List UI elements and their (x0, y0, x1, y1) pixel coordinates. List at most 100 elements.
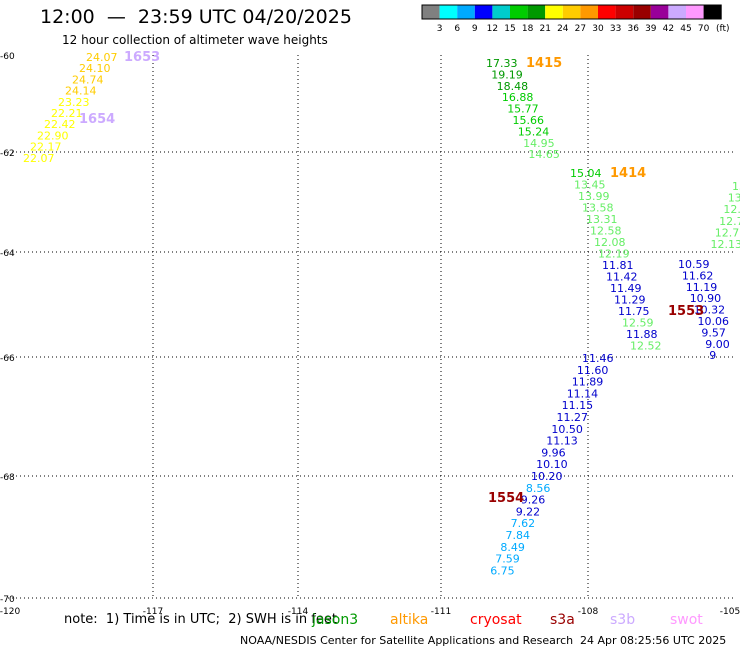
legend-tick-label: 70 (698, 24, 710, 34)
longitude-tick-label: -111 (431, 607, 451, 617)
wave-height-reading: 11.75 (618, 305, 650, 318)
wave-height-reading: 11.15 (562, 399, 594, 412)
legend-swatch (615, 5, 634, 19)
wave-height-reading: 9.57 (701, 326, 726, 339)
wave-height-reading: 10.90 (690, 292, 722, 305)
map-subtitle: 12 hour collection of altimeter wave hei… (62, 33, 328, 47)
pass-time-label: 1554 (488, 491, 524, 506)
pass-time-label: 1653 (124, 50, 160, 65)
legend-tick-label: 9 (472, 24, 478, 34)
wave-height-reading: 10.32 (694, 304, 726, 317)
wave-height-reading: 7.84 (506, 529, 531, 542)
wave-height-reading: 11.13 (546, 435, 578, 448)
wave-height-reading: 24.10 (79, 62, 111, 75)
wave-height-reading: 11.62 (682, 269, 714, 282)
wave-height-reading: 12.19 (598, 248, 630, 261)
legend-swatch (492, 5, 510, 19)
wave-height-reading: 12.58 (590, 225, 622, 238)
wave-height-reading: 8.49 (500, 541, 525, 554)
legend-tick-label: 18 (522, 24, 534, 34)
wave-height-reading: 9.00 (705, 338, 730, 351)
wave-height-reading: 22.07 (23, 152, 55, 165)
wave-height-reading: 11.81 (602, 259, 634, 272)
wave-height-reading: 14.95 (523, 137, 555, 150)
legend-tick-label: 3 (437, 24, 443, 34)
legend-frame (421, 4, 722, 20)
wave-height-reading: 22.21 (51, 107, 83, 120)
latitude-tick-label: -62 (0, 149, 15, 159)
wave-height-reading: 12.49 (723, 203, 740, 216)
legend-swatch (686, 5, 704, 19)
wave-height-reading: 23.23 (58, 96, 90, 109)
longitude-tick-label: -108 (578, 607, 599, 617)
wave-height-reading: 13 (732, 180, 740, 193)
longitude-tick-label: -105 (720, 607, 740, 617)
wave-height-reading: 15.24 (518, 125, 550, 138)
legend-tick-label: 15 (504, 24, 515, 34)
wave-height-reading: 11.19 (686, 281, 718, 294)
legend-swatch (580, 5, 598, 19)
wave-height-reading: 18.48 (497, 80, 528, 93)
credit-line: NOAA/NESDIS Center for Satellite Applica… (240, 634, 574, 647)
legend-swatch (562, 5, 581, 19)
legend-swatch (527, 5, 546, 19)
wave-height-reading: 24.14 (65, 85, 97, 98)
wave-height-reading: 11.27 (557, 411, 589, 424)
legend-swatch (545, 5, 563, 19)
wave-height-reading: 12.52 (630, 340, 662, 353)
legend-tick-label: 6 (454, 24, 460, 34)
wave-height-reading: 12.13 (711, 238, 740, 251)
wave-height-reading: 14.65 (528, 148, 560, 161)
wave-height-reading: 10.50 (551, 423, 583, 436)
legend-swatch (650, 5, 669, 19)
longitude-tick-label: -117 (143, 607, 163, 617)
satellite-legend-cryosat: cryosat (470, 612, 522, 628)
wave-height-reading: 16.88 (502, 91, 534, 104)
wave-height-reading: 10.59 (678, 258, 710, 271)
pass-time-label: 1414 (610, 166, 646, 181)
wave-height-reading: 10.10 (536, 458, 568, 471)
wave-height-reading: 22.90 (37, 129, 69, 142)
wave-height-reading: 19.19 (491, 68, 523, 81)
wave-height-reading: 9 (709, 349, 716, 362)
wave-height-reading: 11.60 (577, 364, 609, 377)
legend-swatch (668, 5, 686, 19)
wave-height-reading: 8.56 (526, 482, 551, 495)
wave-height-reading: 12.76 (719, 215, 740, 228)
legend-tick-label: 42 (663, 24, 674, 34)
wave-height-reading: 12.08 (594, 236, 626, 249)
wave-height-reading: 9.26 (521, 494, 546, 507)
footer-note: note: 1) Time is in UTC; 2) SWH is in fe… (64, 612, 337, 627)
map-title: 12:00 — 23:59 UTC 04/20/2025 (40, 6, 352, 28)
wave-height-reading: 11.42 (606, 271, 638, 284)
pass-time-label: 1654 (79, 112, 115, 127)
wave-height-reading: 12.75 (715, 226, 740, 239)
legend-tick-label: 30 (592, 24, 604, 34)
wave-height-reading: 11.29 (614, 294, 646, 307)
wave-height-reading: 13.58 (582, 202, 614, 215)
wave-height-reading: 13.70 (728, 192, 740, 205)
legend-unit: (ft) (716, 24, 730, 34)
legend-tick-label: 45 (680, 24, 691, 34)
legend-tick-label: 21 (539, 24, 550, 34)
wave-height-reading: 15.77 (507, 103, 539, 116)
wave-height-reading: 24.74 (72, 73, 104, 86)
legend-swatch (439, 5, 458, 19)
wave-height-reading: 11.46 (582, 352, 614, 365)
wave-height-reading: 17.33 (486, 57, 518, 70)
wave-height-reading: 15.04 (570, 167, 602, 180)
wave-height-reading: 10.20 (531, 470, 563, 483)
generated-timestamp: 24 Apr 08:25:56 UTC 2025 (580, 634, 727, 647)
wave-height-reading: 11.14 (567, 387, 599, 400)
latitude-tick-label: -60 (0, 52, 15, 62)
wave-height-reading: 13.45 (574, 179, 606, 192)
legend-swatch (598, 5, 616, 19)
pass-time-label: 1553 (668, 304, 704, 319)
wave-height-reading: 7.62 (511, 517, 535, 530)
satellite-legend-s3a: s3a (550, 612, 575, 628)
latitude-tick-label: -70 (0, 595, 15, 605)
legend-swatch (474, 5, 493, 19)
legend-tick-label: 24 (557, 24, 569, 34)
latitude-tick-label: -66 (0, 354, 15, 364)
